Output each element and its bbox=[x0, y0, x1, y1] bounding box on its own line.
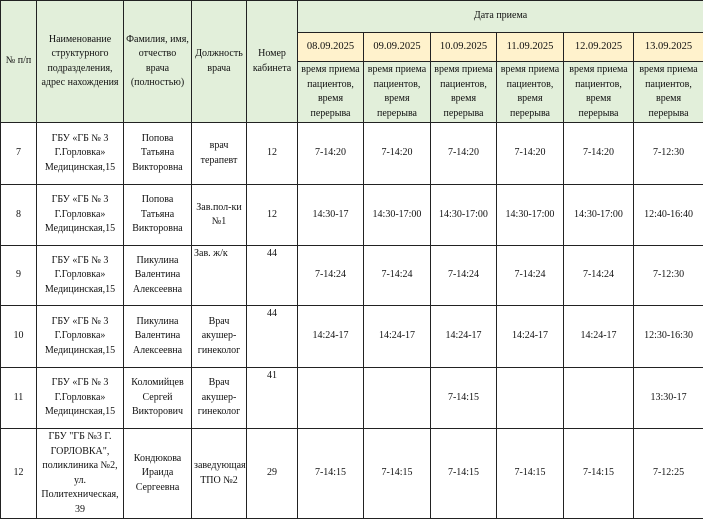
time-subheader: время приема пациентов, время перерыва bbox=[364, 62, 431, 123]
row-time: 14:24-17 bbox=[364, 306, 431, 368]
time-subheader: время приема пациентов, время перерыва bbox=[431, 62, 497, 123]
row-time: 14:30-17 bbox=[298, 185, 364, 246]
row-position: заведующая ТПО №2 bbox=[192, 429, 247, 519]
row-time: 7-14:20 bbox=[564, 123, 634, 185]
row-time: 14:30-17:00 bbox=[364, 185, 431, 246]
header-name: Фамилия, имя, отчество врача (полностью) bbox=[124, 1, 192, 123]
row-time: 7-14:24 bbox=[364, 246, 431, 306]
row-time: 7-14:15 bbox=[431, 368, 497, 429]
table-row: 9 ГБУ «ГБ № 3 Г.Горловка» Медицинская,15… bbox=[1, 246, 703, 306]
time-subheader: время приема пациентов, время перерыва bbox=[298, 62, 364, 123]
header-num: № п/п bbox=[1, 1, 37, 123]
table-row: 12 ГБУ "ГБ №3 Г. ГОРЛОВКА", поликлиника … bbox=[1, 429, 703, 519]
row-doctor-name: Кондюкова Ираида Сергеевна bbox=[124, 429, 192, 519]
row-time: 7-14:24 bbox=[431, 246, 497, 306]
row-position: Врач акушер-гинеколог bbox=[192, 368, 247, 429]
date-header: 09.09.2025 bbox=[364, 33, 431, 62]
table-row: 10 ГБУ «ГБ № 3 Г.Горловка» Медицинская,1… bbox=[1, 306, 703, 368]
row-dept: ГБУ «ГБ № 3 Г.Горловка» Медицинская,15 bbox=[37, 185, 124, 246]
row-time: 7-14:20 bbox=[431, 123, 497, 185]
date-header: 10.09.2025 bbox=[431, 33, 497, 62]
row-time bbox=[364, 368, 431, 429]
row-time: 14:24-17 bbox=[298, 306, 364, 368]
row-time: 7-14:20 bbox=[497, 123, 564, 185]
row-dept: ГБУ «ГБ № 3 Г.Горловка» Медицинская,15 bbox=[37, 123, 124, 185]
row-time: 7-14:20 bbox=[298, 123, 364, 185]
row-time: 12:40-16:40 bbox=[634, 185, 703, 246]
row-time: 7-12:25 bbox=[634, 429, 703, 519]
table-row: 11 ГБУ «ГБ № 3 Г.Горловка» Медицинская,1… bbox=[1, 368, 703, 429]
row-time: 14:24-17 bbox=[431, 306, 497, 368]
header-date-group: Дата приема bbox=[298, 1, 703, 33]
row-time: 7-14:24 bbox=[497, 246, 564, 306]
row-dept: ГБУ "ГБ №3 Г. ГОРЛОВКА", поликлиника №2,… bbox=[37, 429, 124, 519]
row-dept: ГБУ «ГБ № 3 Г.Горловка» Медицинская,15 bbox=[37, 246, 124, 306]
row-time: 7-14:24 bbox=[298, 246, 364, 306]
row-time bbox=[497, 368, 564, 429]
row-num: 11 bbox=[1, 368, 37, 429]
time-subheader: время приема пациентов, время перерыва bbox=[564, 62, 634, 123]
row-time: 12:30-16:30 bbox=[634, 306, 703, 368]
table-row: 7 ГБУ «ГБ № 3 Г.Горловка» Медицинская,15… bbox=[1, 123, 703, 185]
row-room: 44 bbox=[247, 306, 298, 368]
row-time: 14:24-17 bbox=[564, 306, 634, 368]
row-time: 7-14:15 bbox=[564, 429, 634, 519]
row-room: 41 bbox=[247, 368, 298, 429]
header-room: Номер кабинета bbox=[247, 1, 298, 123]
row-time: 14:30-17:00 bbox=[497, 185, 564, 246]
row-position: Зав. ж/к bbox=[192, 246, 247, 306]
date-header: 08.09.2025 bbox=[298, 33, 364, 62]
row-room: 12 bbox=[247, 185, 298, 246]
row-room: 29 bbox=[247, 429, 298, 519]
row-time: 13:30-17 bbox=[634, 368, 703, 429]
row-num: 9 bbox=[1, 246, 37, 306]
row-time: 14:30-17:00 bbox=[564, 185, 634, 246]
row-doctor-name: Коломийцев Сергей Викторович bbox=[124, 368, 192, 429]
date-header: 12.09.2025 bbox=[564, 33, 634, 62]
date-header: 13.09.2025 bbox=[634, 33, 703, 62]
row-room: 44 bbox=[247, 246, 298, 306]
row-num: 7 bbox=[1, 123, 37, 185]
row-time: 7-12:30 bbox=[634, 123, 703, 185]
row-time bbox=[564, 368, 634, 429]
date-header: 11.09.2025 bbox=[497, 33, 564, 62]
row-dept: ГБУ «ГБ № 3 Г.Горловка» Медицинская,15 bbox=[37, 306, 124, 368]
row-time: 7-12:30 bbox=[634, 246, 703, 306]
row-dept: ГБУ «ГБ № 3 Г.Горловка» Медицинская,15 bbox=[37, 368, 124, 429]
row-doctor-name: Попова Татьяна Викторовна bbox=[124, 123, 192, 185]
row-doctor-name: Попова Татьяна Викторовна bbox=[124, 185, 192, 246]
row-num: 10 bbox=[1, 306, 37, 368]
row-doctor-name: Пикулина Валентина Алексеевна bbox=[124, 246, 192, 306]
row-time: 7-14:15 bbox=[298, 429, 364, 519]
row-time: 7-14:15 bbox=[364, 429, 431, 519]
row-time: 7-14:15 bbox=[497, 429, 564, 519]
row-time: 7-14:15 bbox=[431, 429, 497, 519]
row-time: 14:24-17 bbox=[497, 306, 564, 368]
header-dept: Наименование структурного подразделения,… bbox=[37, 1, 124, 123]
table-row: 8 ГБУ «ГБ № 3 Г.Горловка» Медицинская,15… bbox=[1, 185, 703, 246]
row-doctor-name: Пикулина Валентина Алексеевна bbox=[124, 306, 192, 368]
row-time: 14:30-17:00 bbox=[431, 185, 497, 246]
time-subheader: время приема пациентов, время перерыва bbox=[634, 62, 703, 123]
header-position: Должность врача bbox=[192, 1, 247, 123]
row-time: 7-14:24 bbox=[564, 246, 634, 306]
row-position: Врач акушер-гинеколог bbox=[192, 306, 247, 368]
row-time bbox=[298, 368, 364, 429]
row-time: 7-14:20 bbox=[364, 123, 431, 185]
row-position: Зав.пол-ки №1 bbox=[192, 185, 247, 246]
row-num: 8 bbox=[1, 185, 37, 246]
row-position: врач терапевт bbox=[192, 123, 247, 185]
row-num: 12 bbox=[1, 429, 37, 519]
time-subheader: время приема пациентов, время перерыва bbox=[497, 62, 564, 123]
row-room: 12 bbox=[247, 123, 298, 185]
